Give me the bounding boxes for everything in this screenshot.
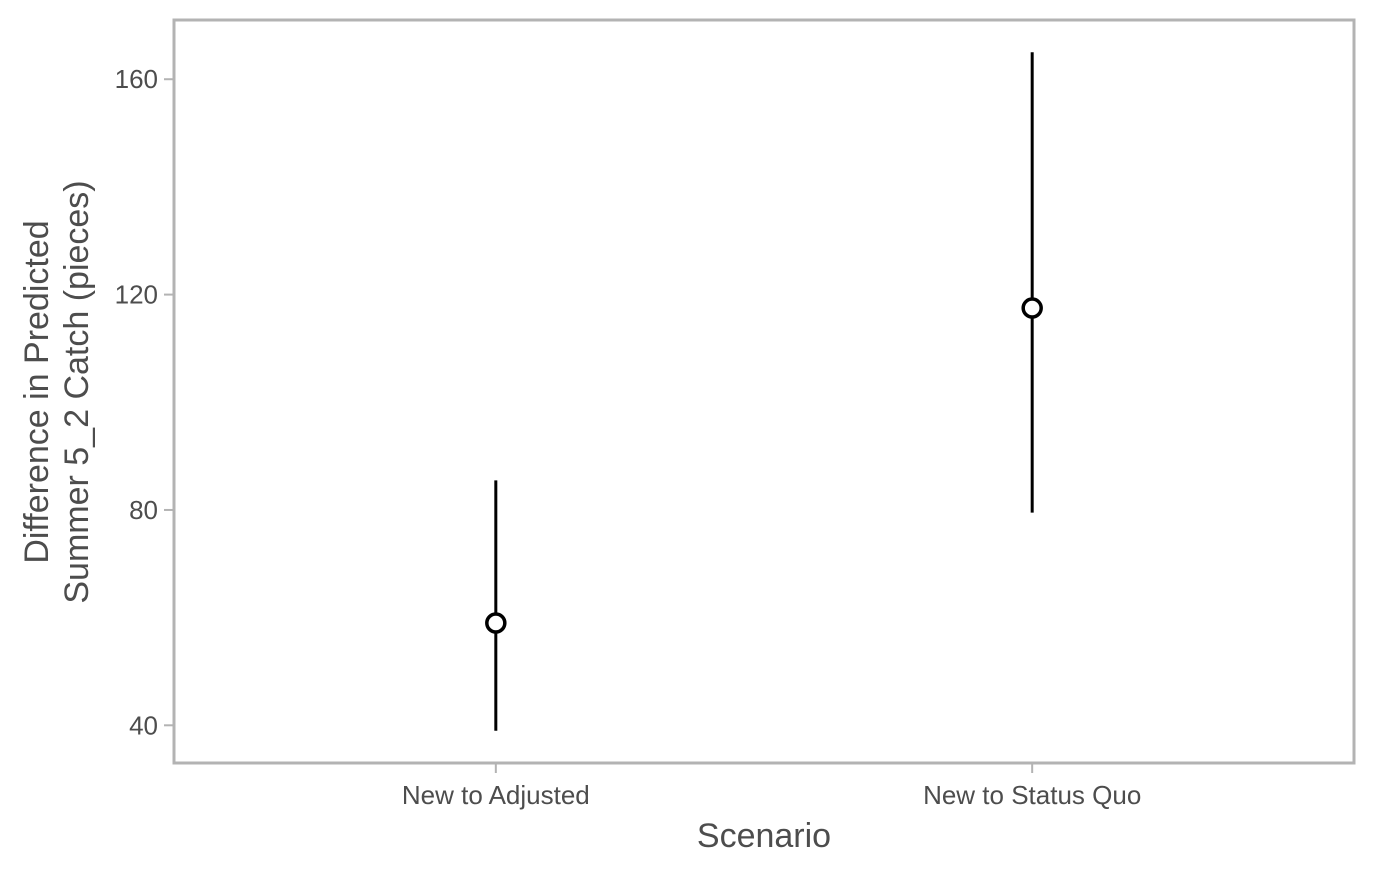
plot-panel xyxy=(172,18,1356,765)
y-tick-label: 120 xyxy=(115,280,158,310)
x-tick-label: New to Status Quo xyxy=(923,780,1141,810)
y-axis-title-line-2: Summer 5_2 Catch (pieces) xyxy=(58,180,96,603)
y-axis-title-line-1: Difference in Predicted xyxy=(18,220,56,563)
estimate-point xyxy=(485,612,507,634)
y-tick-label: 80 xyxy=(129,495,158,525)
x-axis: New to Adjusted New to Status Quo xyxy=(402,763,1141,810)
x-tick-label: New to Adjusted xyxy=(402,780,590,810)
y-tick-label: 160 xyxy=(115,64,158,94)
y-axis-title: Difference in Predicted Summer 5_2 Catch… xyxy=(18,180,96,603)
estimate-point xyxy=(1021,297,1043,319)
y-tick-label: 40 xyxy=(129,710,158,740)
chart-marks xyxy=(485,52,1043,731)
x-axis-title: Scenario xyxy=(697,817,831,855)
y-axis: 40 80 120 160 xyxy=(115,64,174,740)
